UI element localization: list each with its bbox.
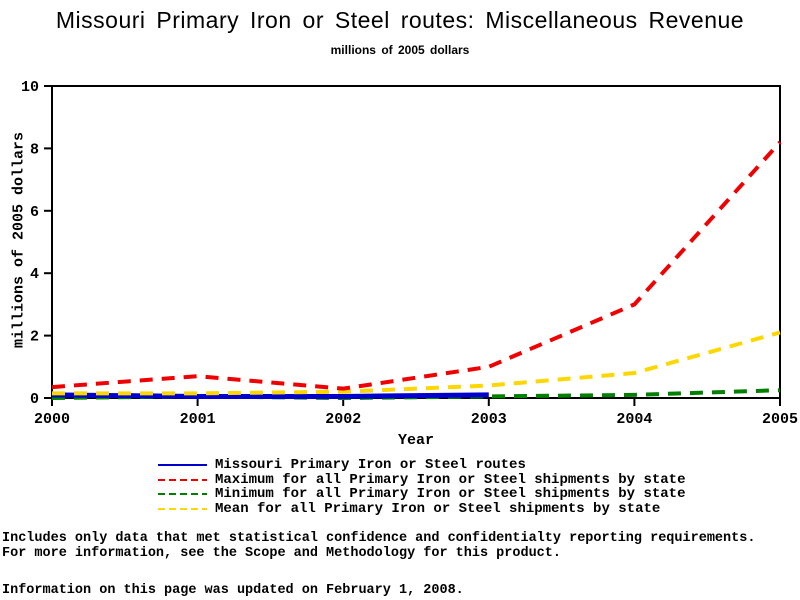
legend-label: Maximum for all Primary Iron or Steel sh…	[215, 471, 686, 488]
chart-title: Missouri Primary Iron or Steel routes: M…	[55, 7, 745, 33]
chart-subtitle: millions of 2005 dollars	[330, 43, 470, 57]
legend-item: Maximum for all Primary Iron or Steel sh…	[158, 471, 686, 488]
legend-item: Minimum for all Primary Iron or Steel sh…	[158, 487, 685, 502]
x-tick-label: 2002	[325, 411, 361, 428]
x-tick-label: 2000	[34, 411, 70, 428]
footer-notes: Includes only data that met statistical …	[2, 531, 756, 561]
footer-note-line1: Includes only data that met statistical …	[2, 531, 756, 546]
legend-label: Minimum for all Primary Iron or Steel sh…	[215, 486, 686, 502]
footer-updated-date: Information on this page was updated on …	[2, 583, 464, 598]
series-line	[51, 140, 782, 391]
x-tick-label: 2005	[762, 411, 798, 428]
legend-item: Missouri Primary Iron or Steel routes	[158, 458, 685, 473]
series-line	[51, 392, 489, 399]
legend-line-sample	[158, 493, 207, 496]
footer-note-line2: For more information, see the Scope and …	[2, 545, 561, 561]
y-tick-label: 4	[30, 266, 39, 283]
y-tick-label: 10	[21, 79, 39, 96]
legend-line-sample	[158, 507, 207, 510]
y-axis-label: millions of 2005 dollars	[10, 131, 28, 349]
x-tick-label: 2004	[616, 411, 652, 428]
x-tick-label: 2001	[180, 411, 216, 428]
legend-label: Mean for all Primary Iron or Steel shipm…	[215, 500, 661, 517]
legend-item: Mean for all Primary Iron or Steel shipm…	[158, 500, 685, 517]
legend-line-sample	[158, 464, 207, 467]
legend-line-sample	[158, 478, 207, 481]
x-axis-label: Year	[397, 432, 435, 449]
y-tick-label: 8	[30, 141, 39, 158]
y-tick-label: 6	[30, 204, 39, 221]
plot-frame	[51, 85, 781, 399]
chart-legend: Missouri Primary Iron or Steel routes Max…	[158, 458, 685, 516]
legend-label: Missouri Primary Iron or Steel routes	[215, 457, 526, 473]
series-line	[52, 330, 781, 396]
x-tick-label: 2003	[471, 411, 507, 428]
y-tick-label: 0	[30, 391, 39, 408]
y-tick-label: 2	[30, 329, 39, 346]
